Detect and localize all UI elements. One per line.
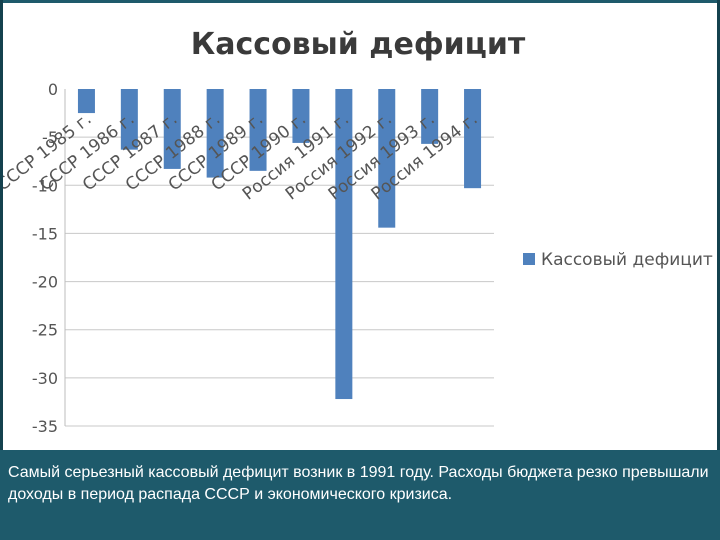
bar xyxy=(292,89,310,143)
y-tick-label: -25 xyxy=(32,321,58,340)
bar xyxy=(421,89,439,144)
slide-left-edge xyxy=(0,0,3,540)
legend: Кассовый дефицит xyxy=(523,250,713,270)
bar xyxy=(464,89,482,189)
y-tick-label: -10 xyxy=(32,176,58,195)
y-tick-label: -30 xyxy=(32,369,58,388)
bar xyxy=(206,89,224,178)
slide-right-edge xyxy=(717,0,720,540)
chart-area: Кассовый дефицит 0 -5 -10 -15 -20 -25 -30 -35 С… xyxy=(3,3,717,450)
bars xyxy=(77,89,482,400)
y-tick-label: -35 xyxy=(32,417,58,436)
bar-chart: Кассовый дефицит 0 -5 -10 -15 -20 -25 -30 -35 С… xyxy=(3,27,713,436)
legend-label: Кассовый дефицит xyxy=(541,250,713,270)
chart-title: Кассовый дефицит xyxy=(191,27,526,62)
category-labels: СССР 1985 г.СССР 1986 г.СССР 1987 г.СССР… xyxy=(3,109,482,204)
y-tick-label: -5 xyxy=(42,128,58,147)
y-tick-label: -20 xyxy=(32,273,58,292)
bar xyxy=(378,89,396,228)
y-axis: 0 -5 -10 -15 -20 -25 -30 -35 xyxy=(32,80,66,436)
bar xyxy=(77,89,95,114)
gridlines xyxy=(65,136,494,427)
y-tick-label: 0 xyxy=(48,80,58,99)
caption-text: Самый серьезный кассовый дефицит возник … xyxy=(0,450,720,540)
bar xyxy=(120,89,138,150)
bar xyxy=(163,89,181,169)
bar xyxy=(335,89,353,400)
legend-swatch xyxy=(523,253,535,265)
bar xyxy=(249,89,267,171)
y-tick-label: -15 xyxy=(32,224,58,243)
